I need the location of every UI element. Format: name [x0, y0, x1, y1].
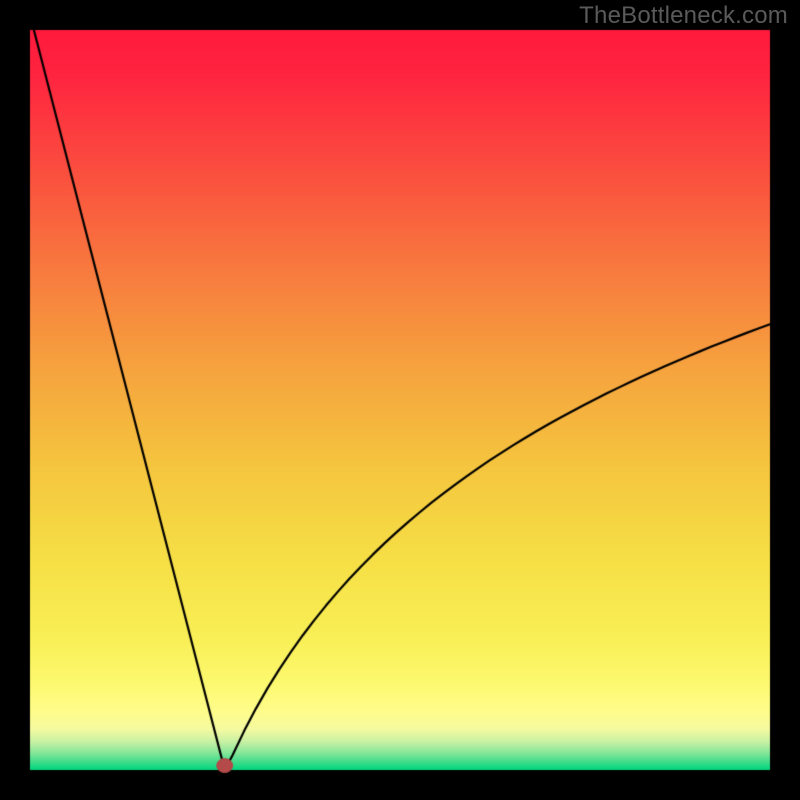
bottleneck-curve-plot — [0, 0, 800, 800]
chart-stage: TheBottleneck.com — [0, 0, 800, 800]
watermark-text: TheBottleneck.com — [579, 2, 788, 30]
